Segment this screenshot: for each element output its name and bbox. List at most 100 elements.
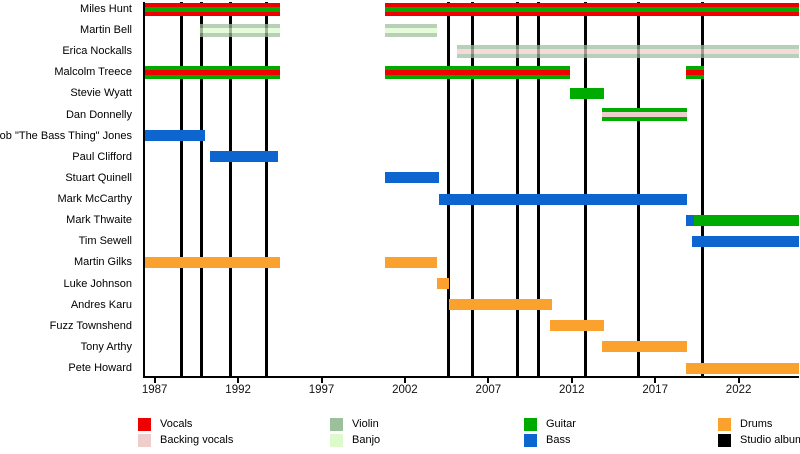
- violin-swatch: [330, 418, 343, 431]
- studio-album-line: [537, 2, 541, 376]
- member-label: Tim Sewell: [78, 235, 132, 248]
- timeline-bar: [385, 256, 437, 268]
- timeline-bar: [200, 23, 281, 37]
- timeline-bar: [438, 193, 688, 205]
- studio-album-line: [228, 2, 232, 376]
- bass-swatch: [524, 434, 537, 447]
- member-label: Malcolm Treece: [54, 66, 132, 79]
- member-label: Andres Karu: [70, 298, 132, 311]
- drums-band: [436, 278, 449, 290]
- guitar-band: [385, 74, 571, 79]
- violin-band: [456, 44, 799, 49]
- banjo-band: [200, 27, 281, 33]
- violin-band: [456, 53, 799, 58]
- timeline-bar: [570, 87, 604, 99]
- axis-tick: [320, 378, 323, 383]
- member-label: Martin Gilks: [73, 256, 132, 269]
- guitar-band: [145, 65, 281, 70]
- legend-label: Studio album: [740, 434, 800, 446]
- timeline-bar: [385, 65, 571, 79]
- bass-band: [145, 130, 206, 142]
- timeline-bar: [456, 44, 799, 58]
- drums-band: [602, 341, 688, 353]
- timeline-bar: [685, 65, 704, 79]
- studio-album-swatch: [718, 434, 731, 447]
- guitar-band: [693, 214, 799, 226]
- member-label: Luke Johnson: [63, 277, 133, 290]
- axis-tick-label: 1992: [225, 384, 251, 396]
- timeline-bar: [602, 341, 688, 353]
- studio-album-line: [637, 2, 641, 376]
- member-label: Mark McCarthy: [57, 193, 132, 206]
- axis-tick-label: 2017: [642, 384, 668, 396]
- guitar-band: [145, 74, 281, 79]
- timeline-bar: [436, 278, 449, 290]
- banjo-swatch: [330, 434, 343, 447]
- legend-label: Drums: [740, 418, 773, 430]
- member-label: Paul Clifford: [72, 150, 132, 163]
- member-label: Martin Bell: [80, 24, 132, 37]
- axis-tick: [570, 378, 573, 383]
- studio-album-line: [700, 2, 704, 376]
- timeline-bar: [550, 320, 604, 332]
- banjo-band: [385, 27, 437, 33]
- axis-tick: [654, 378, 657, 383]
- timeline-bar: [692, 235, 799, 247]
- backing-vocals-band: [456, 48, 799, 54]
- timeline-bar: [385, 2, 799, 16]
- member-label: Erica Nockalls: [62, 45, 132, 58]
- studio-album-line: [470, 2, 474, 376]
- guitar-band: [685, 65, 704, 70]
- vocals-band: [145, 69, 281, 75]
- timeline-bar: [385, 172, 439, 184]
- drums-band: [550, 320, 604, 332]
- axis-tick-label: 2007: [475, 384, 502, 396]
- drums-band: [385, 256, 437, 268]
- guitar-band: [685, 74, 704, 79]
- bass-band: [438, 193, 688, 205]
- timeline-bar: [145, 65, 281, 79]
- legend: Vocals Backing vocals Violin Banjo Guitar Bas…: [0, 412, 800, 452]
- studio-album-line: [515, 2, 519, 376]
- bass-band: [210, 151, 279, 163]
- legend-label: Bass: [546, 434, 571, 446]
- violin-band: [385, 32, 437, 37]
- bass-band: [385, 172, 439, 184]
- violin-band: [200, 23, 281, 28]
- axis-tick: [153, 378, 156, 383]
- axis-tick-label: 2012: [558, 384, 585, 396]
- guitar-band: [145, 6, 281, 12]
- member-label: Mark Thwaite: [66, 214, 132, 227]
- studio-album-line: [447, 2, 451, 376]
- timeline-bar: [685, 214, 694, 226]
- legend-label: Vocals: [160, 418, 193, 430]
- guitar-band: [385, 6, 799, 12]
- vocals-band: [385, 69, 571, 75]
- timeline-bar: [693, 214, 799, 226]
- member-label: Rob "The Bass Thing" Jones: [0, 129, 132, 142]
- plot-area: [143, 2, 799, 378]
- drums-band: [448, 299, 553, 311]
- member-label: Miles Hunt: [80, 3, 132, 15]
- member-label: Tony Arthy: [80, 340, 132, 353]
- timeline-bar: [145, 130, 206, 142]
- studio-album-line: [265, 2, 269, 376]
- axis-tick: [487, 378, 490, 383]
- member-label: Dan Donnelly: [65, 108, 132, 121]
- guitar-band: [602, 117, 688, 122]
- drums-band: [685, 362, 799, 374]
- studio-album-line: [180, 2, 184, 376]
- axis-tick-label: 2022: [725, 384, 752, 396]
- bass-band: [692, 235, 799, 247]
- timeline-bar: [448, 299, 553, 311]
- vocals-band: [385, 11, 799, 16]
- guitar-swatch: [524, 418, 537, 431]
- member-label: Pete Howard: [68, 362, 132, 375]
- timeline-bar: [210, 151, 279, 163]
- timeline-bar: [145, 2, 281, 16]
- drums-swatch: [718, 418, 731, 431]
- axis-tick-label: 2002: [392, 384, 418, 396]
- vocals-band: [145, 2, 281, 7]
- guitar-band: [385, 65, 571, 70]
